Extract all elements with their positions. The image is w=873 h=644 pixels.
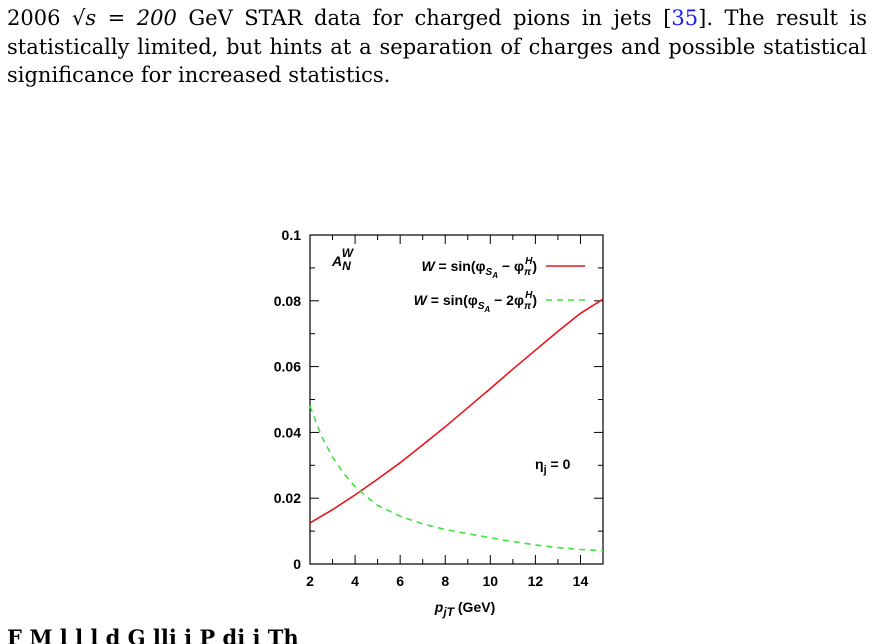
x-axis-label: pjT (GeV) (434, 599, 495, 619)
legend-label-2: W = sin(φSA − 2φπH) (414, 290, 537, 314)
x-tick-label: 4 (351, 573, 359, 589)
x-tick-label: 6 (396, 573, 404, 589)
eta-annotation: ηj = 0 (535, 456, 571, 476)
para-end: ]. The result is statistically limited, … (7, 6, 867, 87)
y-tick-label: 0.06 (274, 359, 301, 375)
series-line-2 (309, 405, 604, 552)
y-tick-label: 0.04 (274, 424, 301, 440)
sqrt-s: √s = 200 (71, 6, 177, 30)
x-tick-label: 2 (306, 573, 314, 589)
x-tick-label: 10 (483, 573, 499, 589)
para-line1: GeV STAR data for charged pions in jets … (176, 6, 672, 30)
legend-label-1: W = sin(φSA − φπH) (421, 256, 537, 280)
series-line-1 (309, 298, 604, 524)
asymmetry-chart: 0 0.02 0.04 0.06 0.08 0.1 2 4 6 8 10 12 14 ANW W = sin… (274, 227, 604, 619)
para-prefix: 2006 (7, 6, 61, 30)
x-tick-label: 8 (441, 573, 449, 589)
y-tick-label: 0.08 (274, 293, 301, 309)
body-paragraph: 2006 √s = 200 GeV STAR data for charged … (7, 4, 867, 90)
x-tick-label: 12 (528, 573, 544, 589)
y-axis-label: ANW (331, 246, 355, 273)
y-tick-label: 0.02 (274, 490, 301, 506)
y-tick-label: 0.1 (282, 227, 302, 243)
citation-link[interactable]: 35 (671, 6, 699, 30)
y-tick-label: 0 (293, 556, 301, 572)
plot-frame (309, 234, 604, 565)
figure-caption-partial: F M l l l d G lli i P di i Th (7, 625, 299, 644)
x-tick-label: 14 (573, 573, 589, 589)
